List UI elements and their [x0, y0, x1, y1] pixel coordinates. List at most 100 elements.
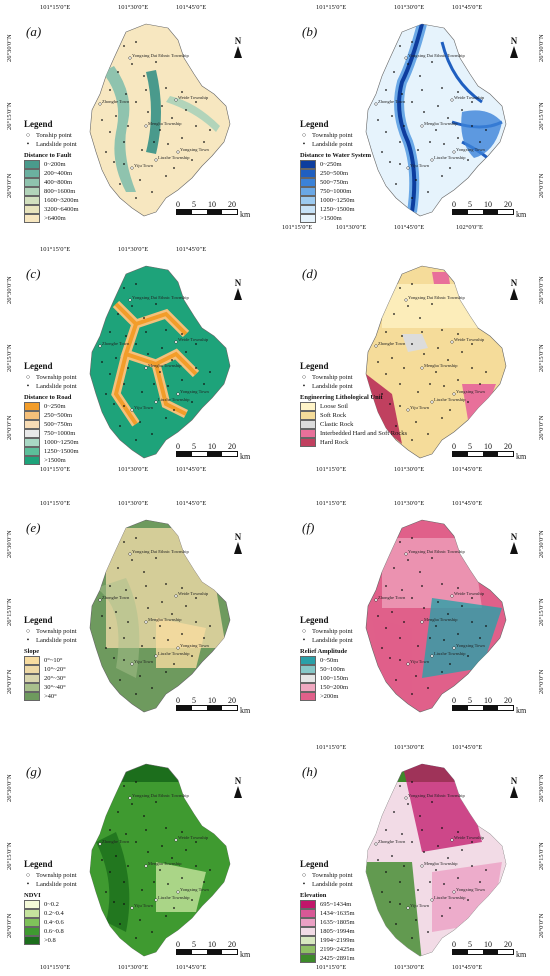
landslide-point	[427, 433, 429, 435]
landslide-point	[485, 625, 487, 627]
landslide-point	[117, 71, 119, 73]
township-label: Yongxing Town	[456, 643, 486, 648]
township-point	[144, 124, 148, 128]
landslide-point	[441, 827, 443, 829]
map-legend: Legend ○ Tonship point • Landslide point Dist…	[24, 120, 79, 223]
scale-tick-label: 10	[484, 200, 492, 209]
scale-tick-label: 10	[484, 696, 492, 705]
landslide-point	[381, 891, 383, 893]
legend-swatch	[24, 900, 40, 909]
landslide-point	[479, 383, 481, 385]
map-panel: Yongxing Dai Ethnic Township Zhonghe Town…	[6, 244, 270, 476]
landslide-point	[431, 557, 433, 559]
landslide-point	[147, 851, 149, 853]
township-point	[154, 898, 158, 902]
north-arrow-icon: N	[504, 278, 524, 300]
landslide-point	[389, 901, 391, 903]
landslide-point	[471, 343, 473, 345]
township-label: Weide Township	[454, 337, 485, 342]
map-canvas: Yongxing Dai Ethnic Township Zhonghe Town…	[365, 763, 507, 957]
landslide-point	[401, 589, 403, 591]
legend-class-label: 0~250m	[320, 161, 342, 168]
landslide-point	[181, 333, 183, 335]
landslide-point	[403, 865, 405, 867]
township-point	[420, 620, 424, 624]
township-label: Mengba Township	[424, 121, 458, 126]
legend-class-label: 1000~1250m	[44, 439, 79, 446]
raster-layer	[394, 24, 503, 213]
legend-swatch	[24, 160, 40, 169]
township-point	[374, 344, 378, 348]
scale-tick-label: 20	[504, 442, 512, 451]
landslide-point	[143, 75, 145, 77]
legend-swatch	[24, 683, 40, 692]
landslide-point	[401, 93, 403, 95]
legend-factor-title: Relief Amplitude	[300, 648, 348, 655]
legend-township-label: Township point	[312, 374, 353, 381]
legend-township-row: ○ Township point	[300, 131, 371, 140]
landslide-point	[429, 881, 431, 883]
raster-layer	[366, 272, 496, 444]
township-point	[128, 552, 132, 556]
landslide-point	[209, 129, 211, 131]
township-label: Mengba Township	[148, 617, 182, 622]
landslide-point	[185, 351, 187, 353]
landslide-point	[145, 331, 147, 333]
legend-class-row: 0.6~0.8	[24, 927, 77, 936]
legend-class-row: Soft Rock	[300, 411, 407, 420]
landslide-points	[377, 41, 487, 199]
legend-class-label: 100~150m	[320, 675, 349, 682]
map-panel: Yongxing Dai Ethnic Township Zhonghe Town…	[282, 244, 546, 476]
legend-landslide-row: • Landslide point	[24, 382, 79, 391]
legend-class-label: 20°~30°	[44, 675, 66, 682]
latitude-label: 26°30′0″N	[538, 276, 545, 304]
landslide-point	[165, 827, 167, 829]
legend-swatch	[24, 187, 40, 196]
scale-tick-label: 0	[176, 940, 180, 949]
legend-class-row: 1805~1994m	[300, 927, 355, 936]
township-label: Zhonghe Town	[378, 99, 406, 104]
longitude-label: 101°30′0″E	[118, 964, 149, 971]
landslide-point	[159, 129, 161, 131]
township-label: Yiju Town	[134, 163, 154, 168]
latitude-label: 26°0′0″N	[538, 173, 545, 198]
legend-landslide-row: • Landslide point	[300, 880, 355, 889]
landslide-point	[443, 883, 445, 885]
scale-tick-label: 0	[452, 696, 456, 705]
latitude-label: 26°30′0″N	[538, 34, 545, 62]
map-panel: Yongxing Dai Ethnic Township Zhonghe Town…	[6, 498, 270, 730]
township-label: Liuxhe Township	[158, 651, 190, 656]
legend-class-label: 50~100m	[320, 666, 345, 673]
landslide-point	[123, 45, 125, 47]
legend-class-row: 1250~1500m	[300, 205, 371, 214]
landslide-point	[389, 657, 391, 659]
legend-swatch	[300, 674, 316, 683]
legend-class-label: Soft Rock	[320, 412, 347, 419]
legend-swatch	[300, 429, 316, 438]
longitude-label: 101°45′0″E	[176, 964, 207, 971]
township-point	[98, 344, 102, 348]
landslide-point	[123, 881, 125, 883]
landslide-point	[171, 359, 173, 361]
raster-layer	[111, 300, 200, 427]
township-point	[144, 864, 148, 868]
legend-class-row: >0.8	[24, 936, 77, 945]
legend-factor-title: Slope	[24, 648, 40, 655]
landslide-point	[399, 141, 401, 143]
township-label: Yongxing Town	[456, 389, 486, 394]
north-arrow-icon: N	[228, 36, 248, 58]
landslide-point	[125, 93, 127, 95]
legend-title: Legend	[300, 361, 329, 371]
landslide-point	[165, 671, 167, 673]
scale-tick-label: 20	[504, 200, 512, 209]
landslide-point	[167, 143, 169, 145]
landslide-point	[485, 869, 487, 871]
township-point	[174, 340, 178, 344]
township-point	[406, 166, 410, 170]
township-label: Yongxing Dai Ethnic Township	[408, 295, 466, 300]
landslide-point	[209, 371, 211, 373]
township-label: Yiju Town	[410, 659, 430, 664]
landslide-point	[399, 383, 401, 385]
landslide-point	[185, 849, 187, 851]
landslide-point	[471, 367, 473, 369]
